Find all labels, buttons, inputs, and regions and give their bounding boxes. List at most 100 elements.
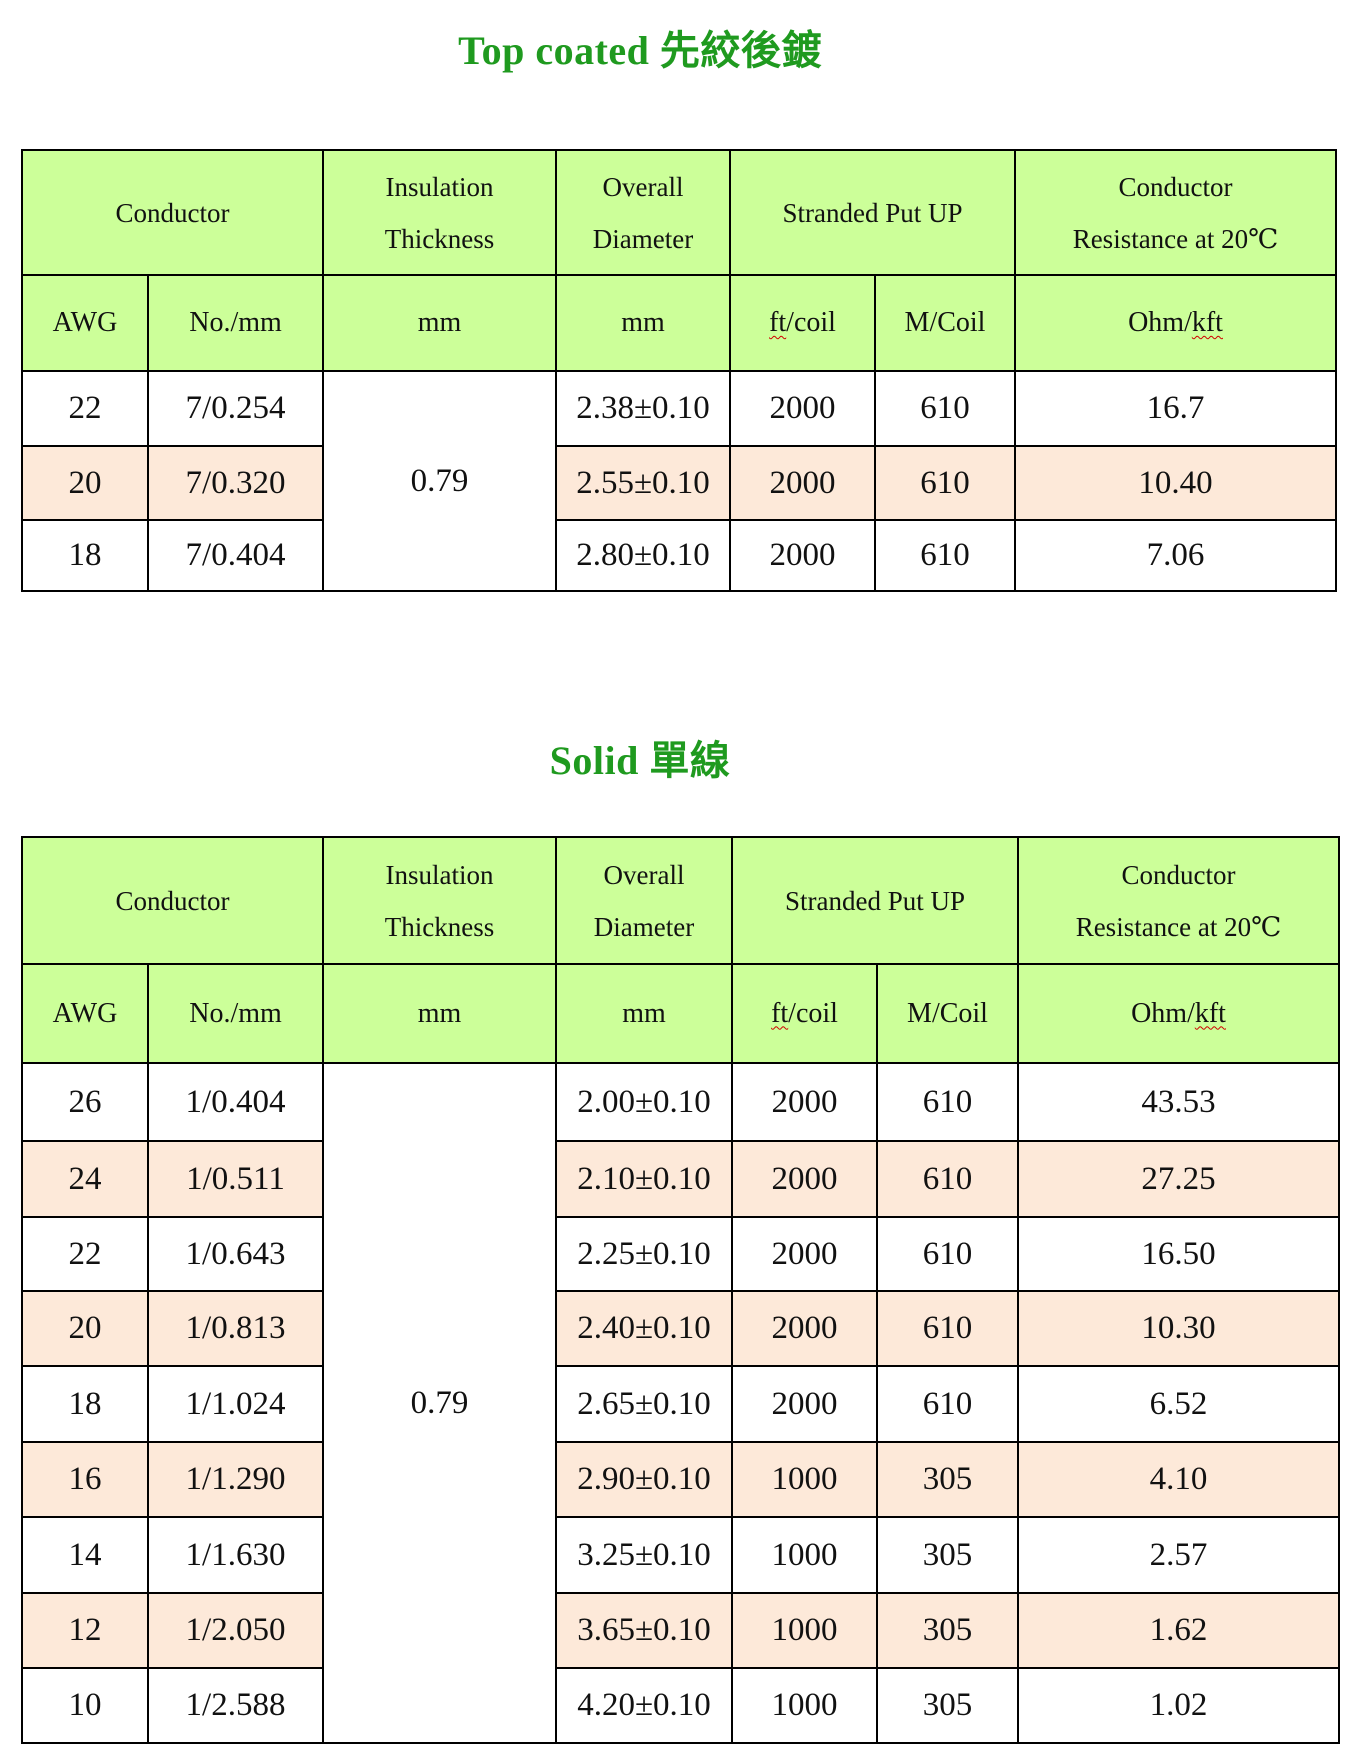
cell-awg: 22 [21,1216,149,1292]
header-m-coil: M/Coil [873,274,1017,372]
cell-overall-diameter: 3.25±0.10 [555,1516,733,1594]
cell-overall-diameter: 2.80±0.10 [555,519,731,592]
header-line: Conductor [1118,171,1233,202]
cell-ft-coil: 1000 [731,1516,878,1594]
header-no-mm: No./mm [147,963,324,1064]
cell-no-mm: 7/0.404 [147,519,324,592]
section-title-top-coated: Top coated 先絞後鍍 [458,28,822,73]
header-overall-diameter: Overall Diameter [555,836,733,965]
table-row: 16 1/1.290 2.90±0.10 1000 305 4.10 [21,1441,1341,1518]
header-line: Conductor [1121,859,1236,890]
cell-insulation-thickness: 0.79 [322,1062,557,1744]
table-row: 12 1/2.050 3.65±0.10 1000 305 1.62 [21,1592,1341,1669]
cell-ft-coil: 1000 [731,1667,878,1744]
header-awg: AWG [21,274,149,372]
solid-spec-table: Conductor Insulation Thickness Overall Dia… [21,836,1341,1744]
cell-ft-coil: 2000 [731,1062,878,1142]
header-conductor: Conductor [21,149,324,276]
header-line: Insulation [385,171,494,202]
cell-awg: 18 [21,519,149,592]
header-awg: AWG [21,963,149,1064]
cell-m-coil: 610 [873,519,1017,592]
cell-resistance: 16.50 [1017,1216,1341,1292]
cell-m-coil: 610 [875,1365,1020,1443]
header-ft-coil: ft/coil [729,274,876,372]
header-conductor-resistance: Conductor Resistance at 20℃ [1017,836,1341,965]
cell-insulation-thickness: 0.79 [322,370,557,592]
top-coated-spec-table: Conductor Insulation Thickness Overall Dia… [21,149,1338,592]
cell-resistance: 10.40 [1014,445,1338,521]
cell-m-coil: 610 [875,1290,1020,1367]
cell-ft-coil: 1000 [731,1592,878,1669]
cell-overall-diameter: 2.40±0.10 [555,1290,733,1367]
cell-awg: 14 [21,1516,149,1594]
cell-resistance: 27.25 [1017,1140,1341,1218]
table-row: 18 1/1.024 2.65±0.10 2000 610 6.52 [21,1365,1341,1443]
table-row: 10 1/2.588 4.20±0.10 1000 305 1.02 [21,1667,1341,1744]
cell-m-coil: 610 [873,445,1017,521]
cell-awg: 24 [21,1140,149,1218]
cell-awg: 16 [21,1441,149,1518]
cell-resistance: 10.30 [1017,1290,1341,1367]
cell-m-coil: 610 [875,1216,1020,1292]
header-conductor-resistance: Conductor Resistance at 20℃ [1014,149,1338,276]
cell-resistance: 1.02 [1017,1667,1341,1744]
cell-overall-diameter: 3.65±0.10 [555,1592,733,1669]
header-stranded-put-up: Stranded Put UP [728,149,1017,276]
cell-awg: 10 [21,1667,149,1744]
header-insulation-unit: mm [322,963,557,1064]
header-insulation-thickness: Insulation Thickness [322,149,557,276]
cell-overall-diameter: 4.20±0.10 [555,1667,733,1744]
cell-resistance: 43.53 [1017,1062,1341,1142]
header-row: Conductor Insulation Thickness Overall Dia… [21,836,1341,965]
cell-no-mm: 1/2.050 [147,1592,324,1669]
cell-m-coil: 305 [875,1516,1020,1594]
header-line: Resistance at 20℃ [1072,223,1279,254]
cell-overall-diameter: 2.38±0.10 [555,370,731,447]
header-insulation-thickness: Insulation Thickness [322,836,557,965]
cell-ft-coil: 2000 [731,1365,878,1443]
cell-resistance: 4.10 [1017,1441,1341,1518]
table-row: 22 1/0.643 2.25±0.10 2000 610 16.50 [21,1216,1341,1292]
cell-m-coil: 610 [873,370,1017,447]
cell-m-coil: 305 [875,1592,1020,1669]
table-row: 20 1/0.813 2.40±0.10 2000 610 10.30 [21,1290,1341,1367]
cell-m-coil: 610 [875,1062,1020,1142]
header-diameter-unit: mm [555,963,733,1064]
cell-overall-diameter: 2.90±0.10 [555,1441,733,1518]
cell-overall-diameter: 2.65±0.10 [555,1365,733,1443]
table-row: 26 1/0.404 0.79 2.00±0.10 2000 610 43.53 [21,1062,1341,1744]
table-row: 22 7/0.254 0.79 2.38±0.10 2000 610 16.7 [21,370,1338,592]
cell-no-mm: 1/1.024 [147,1365,324,1443]
header-line: Resistance at 20℃ [1075,911,1282,942]
table-row: 24 1/0.511 2.10±0.10 2000 610 27.25 [21,1140,1341,1218]
cell-no-mm: 7/0.254 [147,370,324,447]
cell-awg: 18 [21,1365,149,1443]
cell-ft-coil: 2000 [731,1140,878,1218]
header-line: Thickness [384,911,495,942]
header-no-mm: No./mm [147,274,324,372]
cell-resistance: 1.62 [1017,1592,1341,1669]
unit-row: AWG No./mm mm mm ft/coil M/Coil Ohm/kft [21,274,1338,372]
header-line: Diameter [592,223,694,254]
header-line: Insulation [385,859,494,890]
header-ohm-kft: Ohm/kft [1017,963,1341,1064]
cell-resistance: 6.52 [1017,1365,1341,1443]
cell-no-mm: 1/0.404 [147,1062,324,1142]
header-line: Diameter [593,911,695,942]
cell-no-mm: 1/1.630 [147,1516,324,1594]
cell-resistance: 2.57 [1017,1516,1341,1594]
cell-awg: 22 [21,370,149,447]
cell-awg: 20 [21,445,149,521]
header-line: Overall [602,171,684,202]
unit-row: AWG No./mm mm mm ft/coil M/Coil Ohm/kft [21,963,1341,1064]
cell-awg: 12 [21,1592,149,1669]
cell-ft-coil: 2000 [729,370,876,447]
header-conductor: Conductor [21,836,324,965]
cell-awg: 20 [21,1290,149,1367]
cell-m-coil: 305 [875,1667,1020,1744]
header-line: Overall [603,859,685,890]
cell-overall-diameter: 2.25±0.10 [555,1216,733,1292]
header-row: Conductor Insulation Thickness Overall Dia… [21,149,1338,276]
header-diameter-unit: mm [555,274,731,372]
